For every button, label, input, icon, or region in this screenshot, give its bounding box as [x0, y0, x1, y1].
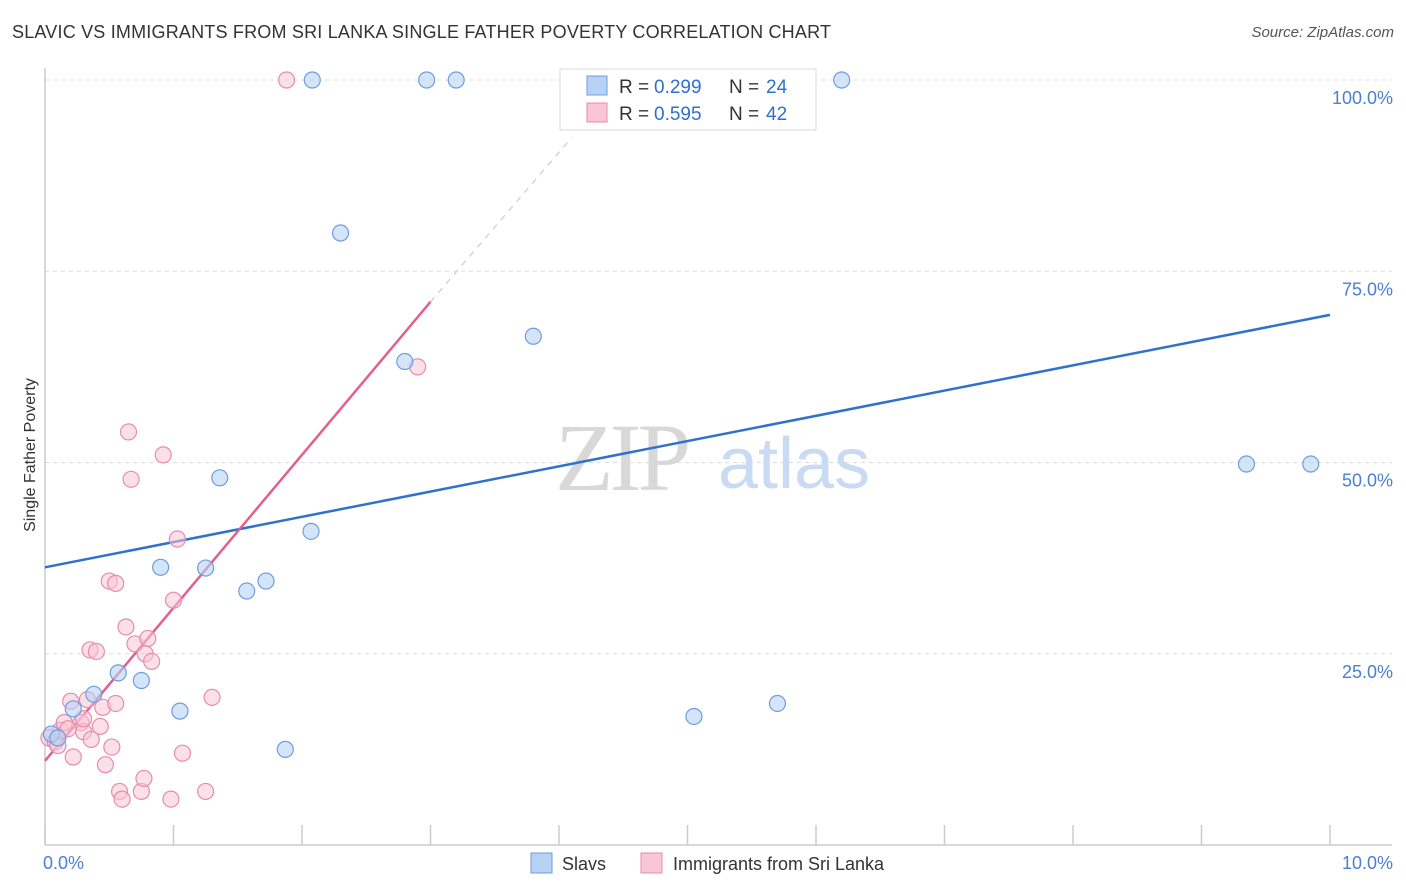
watermark-zip: ZIP	[555, 404, 688, 511]
point-sri-lanka	[154, 446, 172, 464]
point-slavs	[303, 71, 321, 89]
point-slavs	[257, 572, 275, 590]
point-sri-lanka	[197, 782, 215, 801]
legend-swatch-slavs	[586, 75, 608, 96]
point-slavs	[132, 671, 150, 690]
point-sri-lanka	[139, 629, 157, 648]
stats-legend: R = 0.299 N = 24 R = 0.595 N = 42	[559, 68, 817, 131]
bottom-legend-swatch-sri-lanka	[640, 852, 663, 874]
bottom-legend-swatch-slavs	[530, 852, 553, 874]
point-slavs	[276, 740, 294, 758]
point-sri-lanka	[164, 591, 183, 609]
point-sri-lanka	[122, 470, 140, 488]
legend-r-value-slavs: 0.299	[654, 77, 702, 98]
point-slavs	[1302, 455, 1320, 473]
y-tick-label: 75.0%	[1342, 279, 1393, 299]
x-tick-label: 0.0%	[43, 853, 84, 873]
trend-line-sri-lanka	[44, 301, 432, 762]
point-slavs	[64, 700, 82, 718]
point-sri-lanka	[173, 744, 192, 762]
point-slavs	[238, 582, 256, 600]
legend-n-value-slavs: 24	[766, 77, 788, 98]
point-sri-lanka	[113, 790, 131, 808]
point-sri-lanka	[117, 618, 135, 636]
trend-lines	[44, 136, 1331, 762]
bottom-legend-label-sri-lanka: Immigrants from Sri Lanka	[673, 854, 885, 874]
point-slavs	[302, 522, 320, 540]
point-slavs	[211, 469, 229, 487]
y-tick-label: 50.0%	[1342, 471, 1393, 491]
point-sri-lanka	[162, 790, 180, 808]
grid	[45, 79, 1392, 655]
legend-r-label-slavs: R =	[619, 77, 649, 98]
point-slavs	[524, 327, 542, 345]
point-sri-lanka	[203, 688, 221, 706]
y-tick-label: 100.0%	[1332, 88, 1393, 108]
point-sri-lanka	[91, 717, 109, 736]
point-slavs	[833, 71, 851, 89]
chart-title: SLAVIC VS IMMIGRANTS FROM SRI LANKA SING…	[12, 22, 832, 42]
bottom-legend: Slavs Immigrants from Sri Lanka	[530, 852, 885, 874]
y-axis-label: Single Father Poverty	[22, 378, 39, 532]
point-sri-lanka	[143, 652, 161, 671]
y-tick-label: 25.0%	[1342, 662, 1393, 682]
point-sri-lanka	[135, 769, 153, 788]
point-slavs	[171, 702, 189, 720]
point-sri-lanka	[74, 710, 93, 728]
point-slavs	[49, 729, 67, 747]
point-sri-lanka	[107, 574, 125, 592]
trend-line-slavs	[44, 313, 1331, 569]
legend-n-label-sri-lanka: N =	[729, 104, 759, 125]
point-slavs	[197, 559, 215, 577]
point-sri-lanka	[96, 756, 114, 774]
point-sri-lanka	[103, 738, 121, 756]
point-sri-lanka	[82, 730, 100, 749]
point-slavs	[396, 352, 414, 371]
point-sri-lanka	[107, 694, 125, 713]
legend-swatch-sri-lanka	[586, 102, 608, 123]
point-slavs	[152, 558, 170, 576]
point-slavs	[109, 664, 127, 682]
point-sri-lanka	[87, 642, 106, 661]
point-slavs	[447, 71, 465, 89]
trend-line-sri-lanka-extension	[430, 136, 573, 303]
source-label: Source: ZipAtlas.com	[1251, 24, 1394, 41]
point-slavs	[331, 224, 350, 242]
point-slavs	[418, 71, 436, 89]
point-sri-lanka	[119, 423, 138, 441]
watermark-atlas: atlas	[718, 424, 870, 504]
point-slavs	[85, 685, 103, 703]
point-sri-lanka	[277, 71, 296, 89]
point-sri-lanka	[64, 748, 82, 766]
legend-r-label-sri-lanka: R =	[619, 104, 649, 125]
point-sri-lanka	[168, 530, 186, 548]
legend-n-value-sri-lanka: 42	[766, 104, 787, 125]
bottom-legend-label-slavs: Slavs	[562, 854, 606, 874]
legend-n-label-slavs: N =	[729, 77, 759, 98]
point-slavs	[1237, 455, 1256, 473]
watermark: ZIP atlas	[555, 404, 870, 511]
x-tick-label: 10.0%	[1342, 853, 1393, 873]
axes: 25.0% 50.0% 75.0% 100.0% 0.0% 10.0%	[43, 68, 1393, 873]
point-slavs	[768, 694, 787, 713]
data-points	[40, 71, 1320, 808]
legend-r-value-sri-lanka: 0.595	[654, 104, 702, 125]
point-slavs	[685, 707, 703, 726]
